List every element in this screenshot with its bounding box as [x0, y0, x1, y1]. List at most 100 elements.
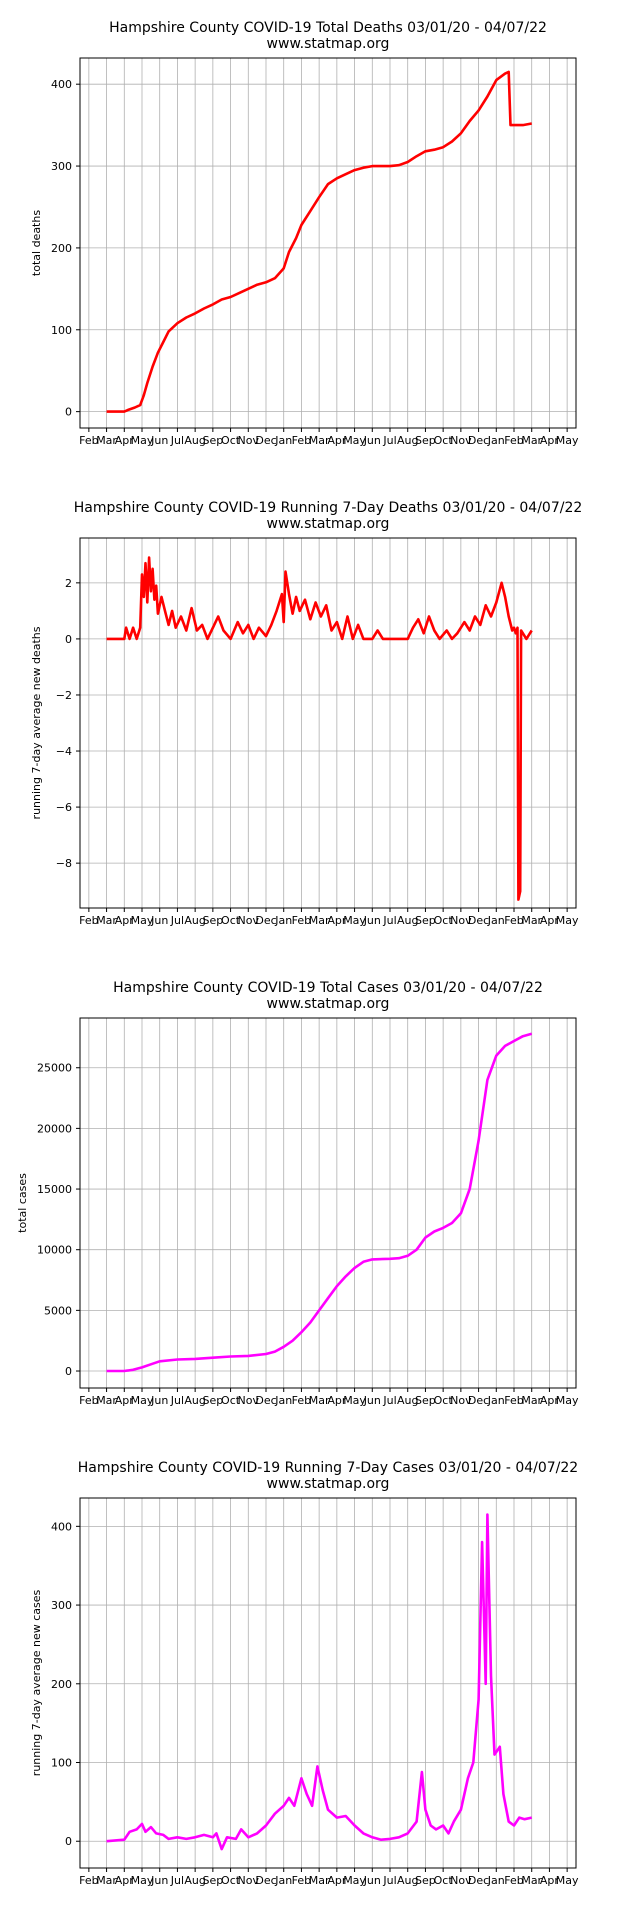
chart-title: Hampshire County COVID-19 Total Deaths 0…: [109, 20, 547, 36]
x-tick-label: Nov: [238, 914, 260, 927]
x-tick-label: Dec: [255, 914, 276, 927]
x-tick-label: Apr: [115, 434, 135, 447]
x-tick-label: Apr: [327, 914, 347, 927]
x-tick-label: Feb: [292, 914, 311, 927]
x-tick-label: May: [131, 1394, 154, 1407]
x-tick-label: May: [556, 1394, 579, 1407]
x-tick-label: Jan: [487, 914, 505, 927]
x-tick-label: Feb: [292, 1394, 311, 1407]
x-tick-label: Apr: [540, 434, 560, 447]
y-tick-label: 200: [51, 1678, 72, 1691]
y-tick-label: 0: [65, 406, 72, 419]
x-tick-label: Mar: [309, 1874, 330, 1887]
y-tick-label: 5000: [44, 1304, 72, 1317]
x-tick-label: Jul: [170, 434, 184, 447]
x-tick-label: Jul: [382, 434, 396, 447]
y-tick-label: −2: [56, 689, 72, 702]
plot-frame: [79, 57, 577, 429]
x-tick-label: Feb: [504, 1874, 523, 1887]
x-tick-label: Sep: [202, 1394, 223, 1407]
x-tick-label: Apr: [540, 914, 560, 927]
x-tick-label: Apr: [327, 1874, 347, 1887]
x-tick-label: Feb: [79, 914, 98, 927]
x-tick-label: Aug: [184, 1394, 205, 1407]
y-tick-label: 300: [51, 160, 72, 173]
x-tick-label: Apr: [327, 434, 347, 447]
x-tick-label: Mar: [96, 914, 117, 927]
x-tick-label: Sep: [202, 1874, 223, 1887]
x-tick-label: Nov: [238, 1874, 260, 1887]
x-tick-label: Mar: [96, 1394, 117, 1407]
y-tick-label: −6: [56, 801, 72, 814]
y-axis-label: total deaths: [30, 210, 43, 276]
x-tick-label: Nov: [450, 434, 472, 447]
chart-subtitle: www.statmap.org: [267, 36, 390, 52]
plot-frame: [79, 537, 577, 909]
x-tick-label: Feb: [79, 1874, 98, 1887]
x-tick-label: Dec: [468, 914, 489, 927]
x-tick-label: Oct: [221, 434, 241, 447]
x-tick-label: Jun: [150, 914, 168, 927]
x-tick-label: Mar: [309, 434, 330, 447]
x-tick-label: May: [131, 1874, 154, 1887]
x-tick-label: Nov: [450, 914, 472, 927]
x-tick-label: Oct: [221, 914, 241, 927]
x-tick-label: May: [556, 914, 579, 927]
x-tick-label: Jul: [382, 914, 396, 927]
y-axis-label: total cases: [16, 1173, 29, 1233]
x-tick-label: Oct: [221, 1394, 241, 1407]
chart-subtitle: www.statmap.org: [267, 516, 390, 532]
y-tick-label: 100: [51, 1757, 72, 1770]
x-tick-label: Aug: [184, 434, 205, 447]
x-tick-label: Jun: [363, 1874, 381, 1887]
x-tick-label: Sep: [202, 434, 223, 447]
x-tick-label: May: [556, 434, 579, 447]
chart-subtitle: www.statmap.org: [267, 996, 390, 1012]
x-tick-label: May: [343, 1874, 366, 1887]
x-tick-label: Jan: [487, 434, 505, 447]
x-tick-label: Mar: [96, 1874, 117, 1887]
x-tick-label: Dec: [255, 1874, 276, 1887]
x-tick-label: Jan: [487, 1874, 505, 1887]
x-tick-label: Jan: [274, 1874, 292, 1887]
chart-title: Hampshire County COVID-19 Running 7-Day …: [78, 1460, 578, 1476]
x-tick-label: Mar: [309, 914, 330, 927]
x-tick-label: May: [131, 914, 154, 927]
x-tick-label: Nov: [450, 1874, 472, 1887]
x-tick-label: Aug: [397, 434, 418, 447]
x-tick-label: Jun: [363, 434, 381, 447]
x-tick-label: Jul: [170, 1394, 184, 1407]
x-tick-label: Mar: [521, 914, 542, 927]
x-tick-label: May: [343, 1394, 366, 1407]
x-tick-label: Sep: [415, 914, 436, 927]
x-tick-label: Apr: [540, 1874, 560, 1887]
x-tick-label: May: [556, 1874, 579, 1887]
y-tick-label: 0: [65, 1835, 72, 1848]
x-tick-label: Jun: [363, 1394, 381, 1407]
y-axis-label: running 7-day average new deaths: [30, 626, 43, 819]
x-tick-label: Jul: [382, 1874, 396, 1887]
x-tick-label: Feb: [504, 1394, 523, 1407]
y-tick-label: 300: [51, 1599, 72, 1612]
y-tick-label: 400: [51, 1520, 72, 1533]
x-tick-label: Feb: [79, 434, 98, 447]
x-tick-label: Jun: [363, 914, 381, 927]
x-tick-label: Apr: [115, 914, 135, 927]
x-tick-label: May: [343, 434, 366, 447]
x-tick-label: Jun: [150, 434, 168, 447]
x-tick-label: Apr: [115, 1874, 135, 1887]
y-tick-label: 15000: [37, 1183, 72, 1196]
x-tick-label: Mar: [521, 1394, 542, 1407]
x-tick-label: Nov: [238, 434, 260, 447]
x-tick-label: Dec: [255, 1394, 276, 1407]
y-axis-label: running 7-day average new cases: [30, 1590, 43, 1777]
x-tick-label: Jun: [150, 1874, 168, 1887]
y-tick-label: 2: [65, 577, 72, 590]
chart-1: Hampshire County COVID-19 Total Deaths 0…: [30, 20, 579, 447]
chart-title: Hampshire County COVID-19 Total Cases 03…: [113, 980, 543, 996]
x-tick-label: Feb: [504, 434, 523, 447]
x-tick-label: May: [131, 434, 154, 447]
chart-2: Hampshire County COVID-19 Running 7-Day …: [30, 500, 582, 927]
x-tick-label: Jul: [170, 914, 184, 927]
